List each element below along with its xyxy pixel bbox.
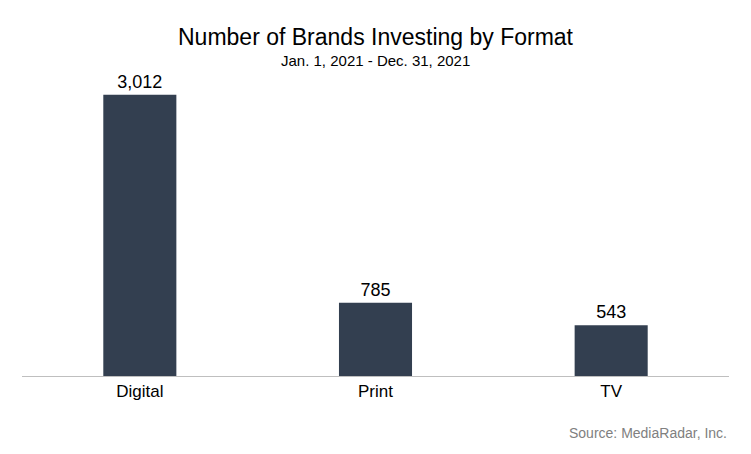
- svg-text:Source: MediaRadar, Inc.: Source: MediaRadar, Inc.: [569, 425, 727, 441]
- svg-text:3,012: 3,012: [117, 72, 162, 92]
- svg-text:Jan. 1, 2021 - Dec. 31, 2021: Jan. 1, 2021 - Dec. 31, 2021: [281, 52, 470, 69]
- svg-text:785: 785: [360, 280, 390, 300]
- svg-text:TV: TV: [600, 382, 622, 401]
- svg-text:Digital: Digital: [116, 382, 163, 401]
- svg-text:543: 543: [596, 302, 626, 322]
- svg-text:Print: Print: [358, 382, 393, 401]
- svg-text:Number of Brands Investing by: Number of Brands Investing by Format: [178, 24, 574, 50]
